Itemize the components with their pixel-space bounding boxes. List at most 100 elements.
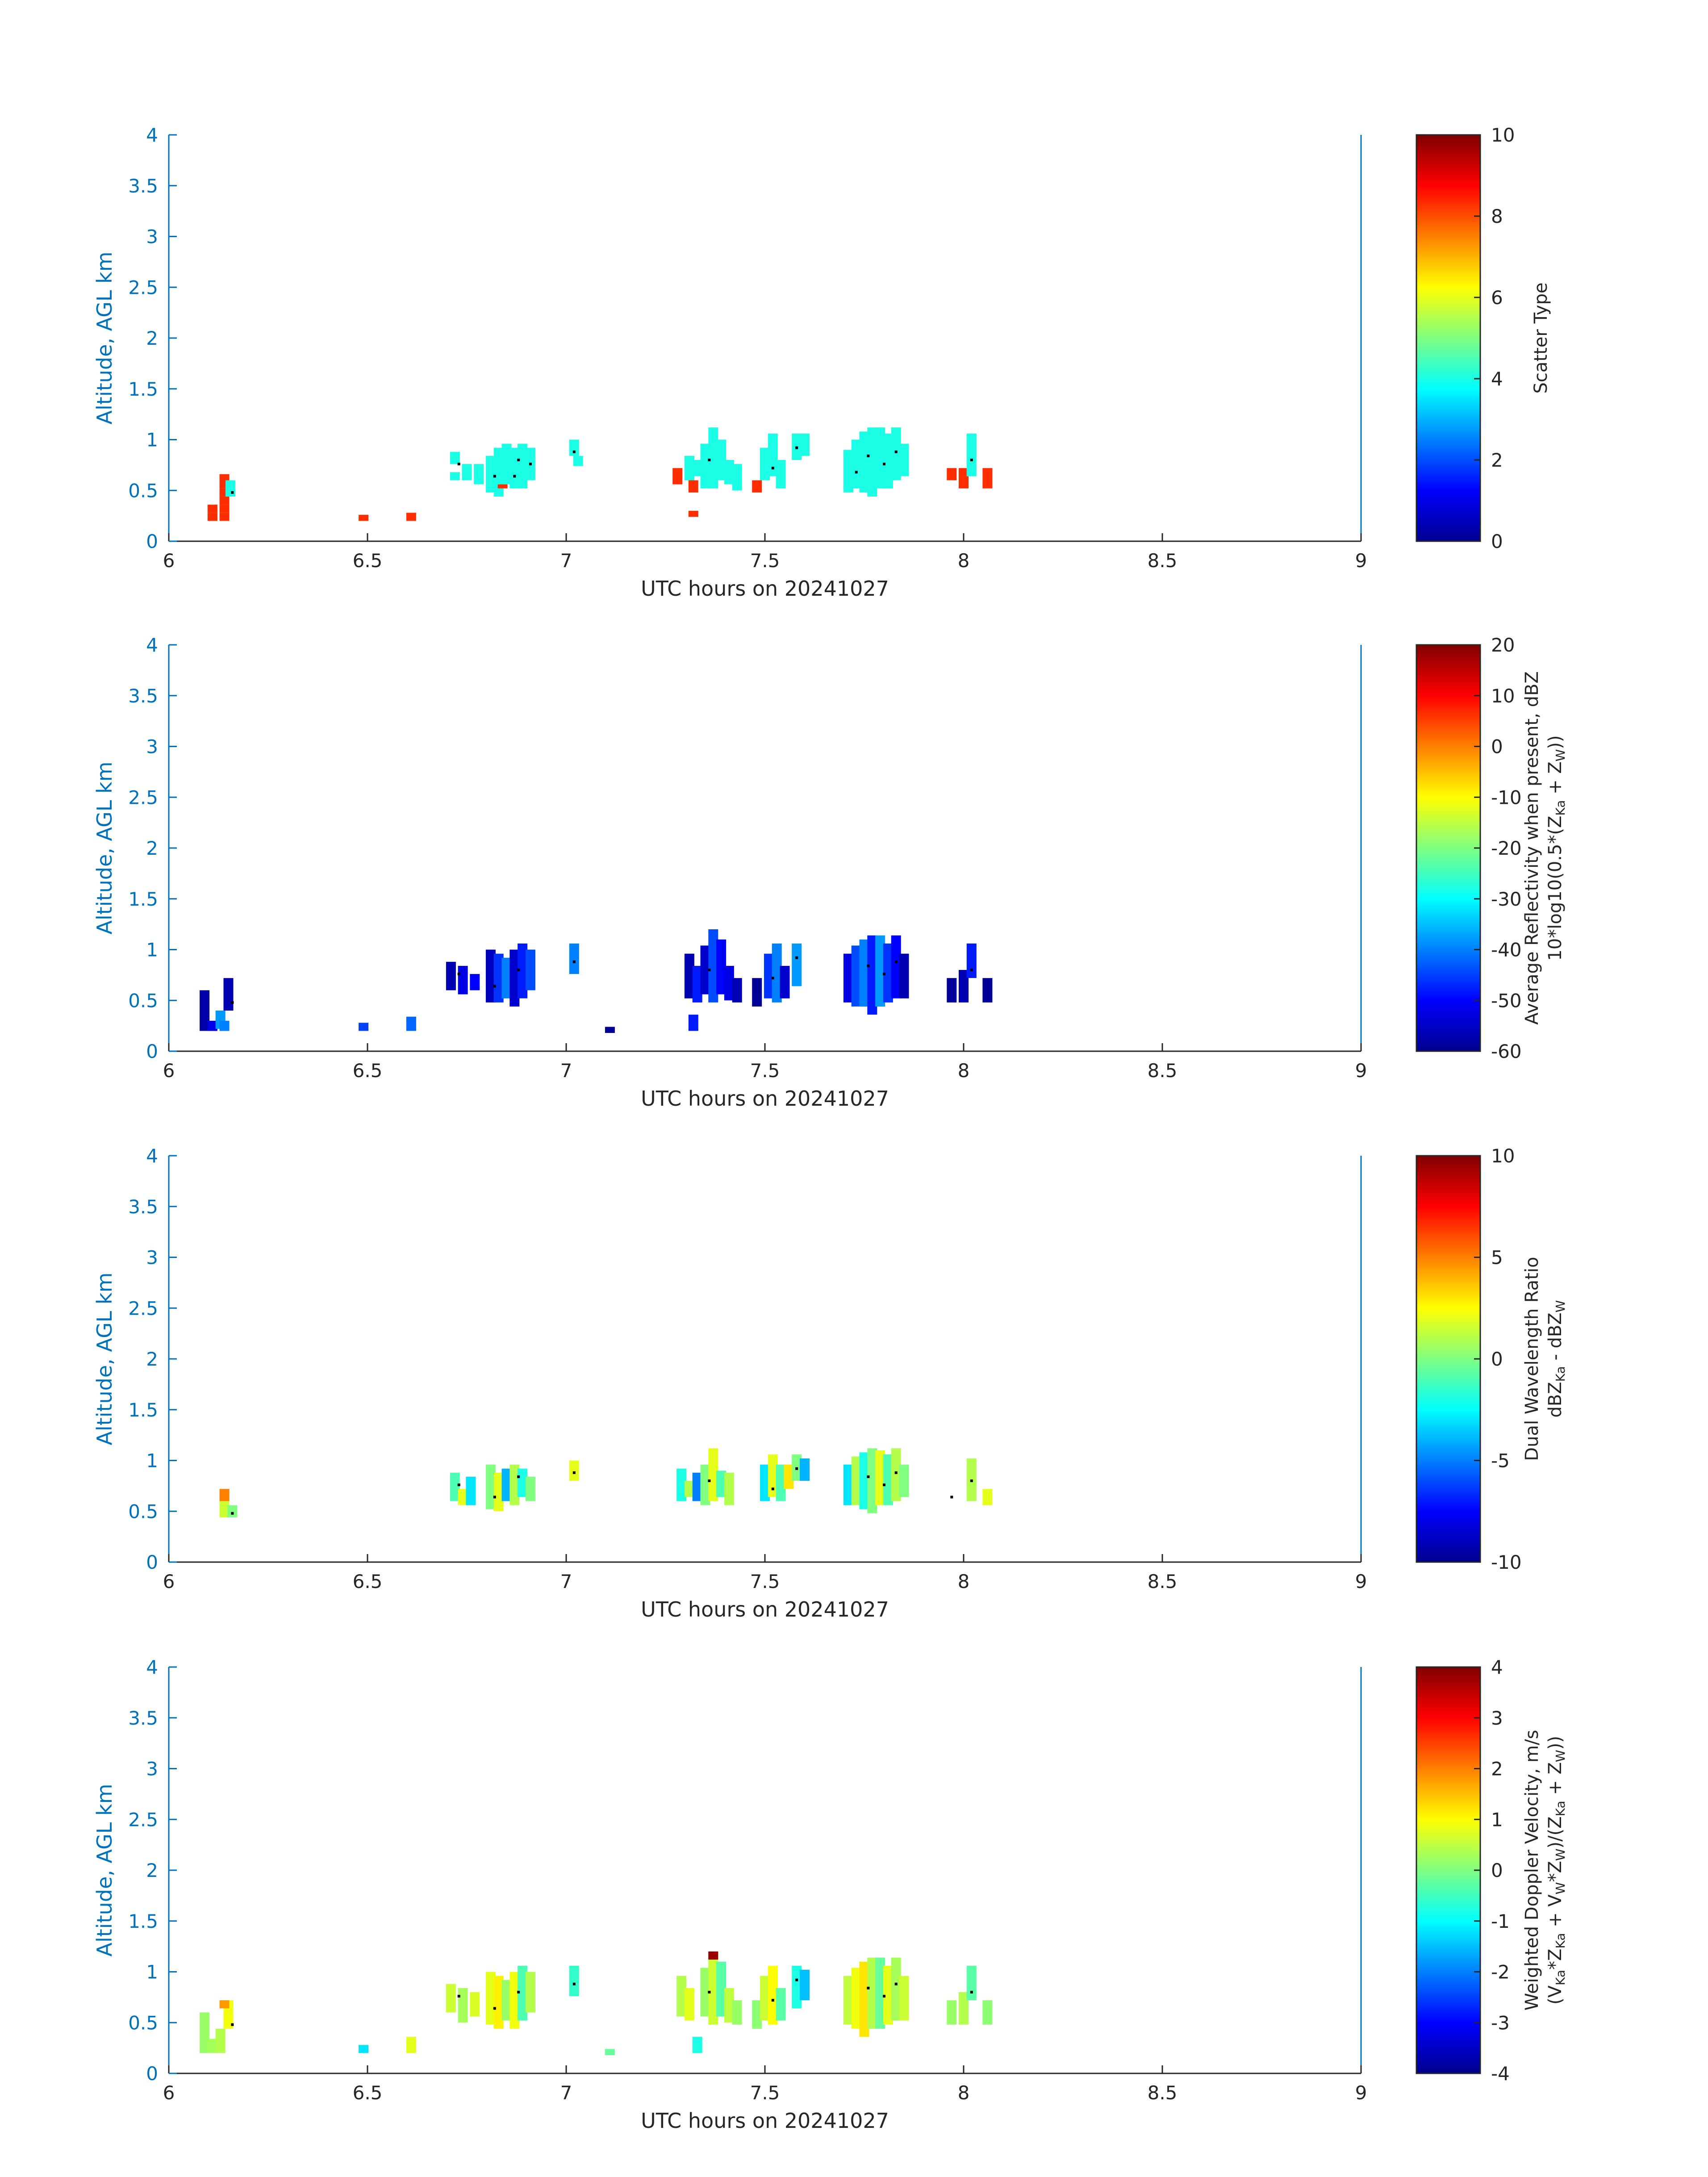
heatmap-cell (982, 1489, 993, 1505)
y-tick-label: 3.5 (128, 685, 158, 707)
heatmap-cell (359, 514, 369, 521)
panel-2: 6 6.5 7 7.5 8 8.5 9 0 0.5 1 1.5 2 2.5 3 3.5 4 UTC hours … (92, 634, 1568, 1111)
y-tick-label: 2.5 (128, 786, 158, 808)
x-tick-label: 9 (1355, 1571, 1367, 1592)
colorbar (1416, 1666, 1481, 2074)
heatmap-cell (493, 953, 504, 1003)
heatmap-cell (776, 1464, 786, 1501)
heatmap-cell (207, 2039, 217, 2053)
point-marker (493, 2007, 496, 2010)
heatmap-cell (474, 464, 484, 485)
x-tick-label: 7 (560, 1060, 572, 1082)
point-marker (529, 463, 532, 466)
heatmap-cell (716, 439, 727, 481)
heatmap-cell (219, 1501, 230, 1517)
heatmap-cell (692, 1472, 702, 1501)
point-marker (894, 1471, 898, 1474)
heatmap-cell (605, 2049, 615, 2056)
heatmap-cell (891, 427, 901, 481)
x-tick-label: 8.5 (1148, 1571, 1178, 1592)
heatmap-cell (851, 439, 861, 489)
colorbar-tick-label: 1 (1491, 1809, 1503, 1830)
heatmap-cell (700, 1968, 710, 2017)
point-marker (883, 1483, 885, 1487)
heatmap-cell (501, 1980, 512, 2021)
heatmap-cell (200, 990, 210, 1031)
point-marker (970, 1991, 973, 1993)
heatmap-cell (776, 1988, 786, 2021)
panel-3: 6 6.5 7 7.5 8 8.5 9 0 0.5 1 1.5 2 2.5 3 3.5 4 UTC hours … (92, 1145, 1568, 1621)
colorbar-title: Scatter Type (1531, 283, 1551, 394)
heatmap-cell (776, 460, 786, 489)
heatmap-cell (200, 2012, 210, 2053)
point-marker (771, 1488, 774, 1491)
point-marker (795, 1467, 798, 1470)
heatmap-cell (446, 961, 456, 990)
colorbar-tick-label: 3 (1491, 1707, 1503, 1729)
heatmap-cell (708, 427, 718, 489)
colorbar-tick-label: 10 (1491, 685, 1515, 707)
y-tick-label: 1.5 (128, 888, 158, 910)
y-tick-label: 1.5 (128, 1910, 158, 1932)
heatmap-cell (752, 978, 762, 1007)
y-tick-label: 2 (146, 1859, 158, 1881)
heatmap-cell (752, 2000, 762, 2029)
y-tick-label: 2 (146, 837, 158, 859)
heatmap-cell (883, 1454, 893, 1505)
colorbar-tick-label: 8 (1491, 205, 1503, 227)
y-tick-label: 4 (146, 1145, 158, 1167)
heatmap-cell (859, 431, 869, 493)
point-marker (457, 973, 460, 976)
heatmap-cell (859, 939, 869, 1007)
x-axis-title: UTC hours on 20241027 (641, 577, 889, 601)
heatmap-cell (215, 2028, 226, 2053)
heatmap-cell (724, 1472, 734, 1505)
y-tick-label: 3 (146, 1758, 158, 1780)
colorbar-tick-label: 4 (1491, 1656, 1503, 1678)
y-tick-label: 3.5 (128, 1196, 158, 1218)
colorbar-tick-label: 0 (1491, 736, 1503, 758)
colorbar-title-line-1: Weighted Doppler Velocity, m/s (1522, 1730, 1542, 2011)
heatmap-cell (493, 1976, 504, 2029)
colorbar-tick-label: -5 (1491, 1450, 1510, 1472)
point-marker (883, 973, 885, 976)
heatmap-cell (700, 443, 710, 489)
point-marker (771, 467, 774, 470)
point-marker (867, 964, 870, 967)
point-marker (708, 459, 711, 461)
point-marker (970, 969, 973, 971)
point-marker (572, 1982, 576, 1985)
x-tick-label: 9 (1355, 2082, 1367, 2104)
heatmap-cell (485, 455, 496, 493)
heatmap-cell (708, 1448, 718, 1501)
colorbar-tick-label: 0 (1491, 1859, 1503, 1881)
colorbar-tick-label: 4 (1491, 368, 1503, 390)
x-axis-title: UTC hours on 20241027 (641, 2109, 889, 2133)
heatmap-cell (883, 1965, 893, 2025)
point-marker (513, 475, 516, 478)
y-tick-label: 0.5 (128, 480, 158, 501)
point-marker (231, 2023, 234, 2026)
point-marker (894, 450, 898, 453)
point-marker (457, 1995, 460, 1998)
heatmap-cell (768, 1454, 778, 1497)
heatmap-cell (359, 2045, 369, 2053)
heatmap-cell (497, 484, 508, 489)
heatmap-cell (899, 443, 909, 476)
heatmap-cell (525, 1476, 535, 1501)
heatmap-cell (470, 1992, 480, 2017)
heatmap-cell (501, 443, 512, 485)
heatmap-cell (677, 1976, 687, 2017)
point-marker (894, 1982, 898, 1985)
heatmap-cell (732, 978, 742, 1003)
heatmap-cell (784, 1464, 794, 1489)
x-tick-label: 7.5 (750, 1571, 780, 1592)
colorbar-tick-label: -3 (1491, 2012, 1510, 2034)
heatmap-cell (867, 427, 877, 497)
heatmap-cell (843, 1976, 853, 2025)
point-marker (867, 454, 870, 457)
x-tick-label: 9 (1355, 550, 1367, 572)
colorbar-tick-label: -10 (1491, 1551, 1522, 1573)
heatmap-cell (899, 953, 909, 999)
heatmap-cell (966, 1965, 977, 2001)
